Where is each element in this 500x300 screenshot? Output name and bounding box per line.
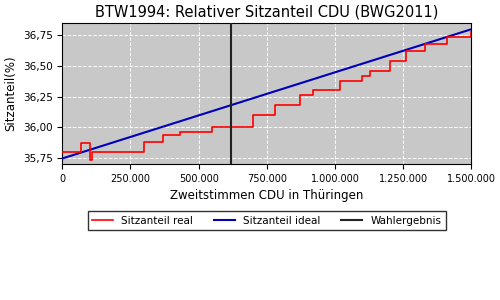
Sitzanteil real	[394, 59, 400, 63]
Sitzanteil real	[210, 125, 216, 129]
Sitzanteil real	[444, 35, 450, 38]
Sitzanteil real	[433, 42, 439, 46]
Sitzanteil real	[286, 103, 292, 107]
Sitzanteil real	[310, 89, 316, 92]
Line: Sitzanteil ideal: Sitzanteil ideal	[62, 29, 472, 158]
Sitzanteil ideal	[101, 143, 107, 147]
Sitzanteil real	[324, 89, 330, 92]
Sitzanteil real	[296, 94, 302, 97]
Sitzanteil real	[196, 130, 202, 134]
Legend: Sitzanteil real, Sitzanteil ideal, Wahlergebnis: Sitzanteil real, Sitzanteil ideal, Wahle…	[88, 212, 446, 230]
Sitzanteil real	[360, 74, 366, 78]
Sitzanteil real	[411, 50, 417, 53]
Sitzanteil ideal	[378, 56, 384, 59]
Sitzanteil real	[78, 141, 84, 145]
Sitzanteil ideal	[386, 54, 392, 57]
Sitzanteil real	[86, 158, 92, 162]
Sitzanteil ideal	[468, 27, 474, 31]
Sitzanteil real	[250, 113, 256, 117]
Sitzanteil real	[386, 59, 392, 63]
Sitzanteil real	[60, 150, 66, 154]
X-axis label: Zweitstimmen CDU in Thüringen: Zweitstimmen CDU in Thüringen	[170, 189, 364, 202]
Line: Sitzanteil real: Sitzanteil real	[62, 32, 472, 160]
Sitzanteil ideal	[240, 100, 246, 103]
Title: BTW1994: Relativer Sitzanteil CDU (BWG2011): BTW1994: Relativer Sitzanteil CDU (BWG20…	[95, 4, 438, 19]
Sitzanteil ideal	[224, 104, 230, 108]
Sitzanteil ideal	[60, 157, 66, 160]
Sitzanteil real	[458, 35, 464, 38]
Sitzanteil real	[272, 103, 278, 107]
Sitzanteil real	[114, 150, 120, 154]
Sitzanteil real	[422, 42, 428, 46]
Y-axis label: Sitzanteil(%): Sitzanteil(%)	[4, 56, 17, 131]
Sitzanteil real	[376, 69, 382, 73]
Sitzanteil real	[368, 69, 374, 73]
Sitzanteil real	[264, 113, 270, 117]
Sitzanteil ideal	[340, 68, 346, 71]
Sitzanteil real	[176, 130, 182, 134]
Sitzanteil real	[141, 140, 147, 144]
Sitzanteil real	[338, 79, 344, 83]
Sitzanteil real	[403, 50, 409, 53]
Sitzanteil real	[228, 125, 234, 129]
Sitzanteil real	[160, 133, 166, 136]
Sitzanteil real	[90, 150, 96, 154]
Sitzanteil real	[468, 30, 474, 34]
Sitzanteil real	[348, 79, 354, 83]
